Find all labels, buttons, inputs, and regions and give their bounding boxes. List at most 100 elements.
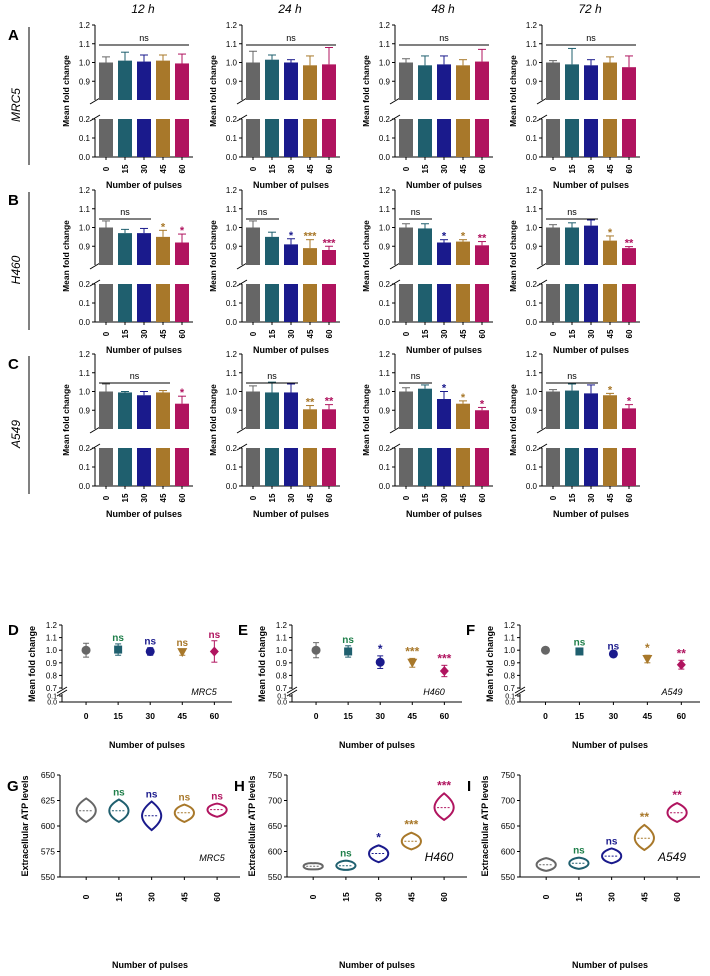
bar-upper [456,241,470,265]
significance-label: ns [146,790,158,801]
y-tick-label: 0.0 [379,318,391,327]
y-tick-label: 0.2 [226,280,238,289]
y-tick-label: 1.1 [526,40,538,49]
violin-shape [173,803,195,823]
bar-lower [603,119,617,157]
marker-triangle [642,655,653,665]
marker-diamond [439,665,449,676]
x-tick-label: 15 [343,711,353,721]
marker-square [344,647,353,656]
bar-upper [284,244,298,265]
bar-upper [565,227,579,265]
x-tick-label: 0 [249,166,258,171]
y-tick-label: 0.0 [79,482,91,491]
significance-label: ** [640,810,650,824]
ns-bracket-label: ns [286,33,296,43]
cell-line-label: MRC5 [199,853,225,863]
x-tick-label: 45 [459,329,468,338]
y-tick-label: 1.0 [46,646,58,655]
y-tick-label: 0.0 [47,700,57,707]
bar-lower [303,448,317,486]
bar-upper [437,399,451,429]
x-tick-label: 30 [587,164,596,173]
x-tick-label: 30 [374,892,384,902]
ns-bracket-label: ns [267,371,277,381]
x-tick-label: 30 [440,493,449,502]
significance-star: ** [478,233,487,245]
bar-upper [622,67,636,100]
bar-upper [399,227,413,265]
bar-upper [137,395,151,429]
x-tick-label: 15 [574,892,584,902]
axis-break-mark [389,262,401,270]
bar-lower [246,284,260,322]
y-tick-label: 0.1 [277,694,287,701]
y-tick-label: 0.2 [379,115,391,124]
y-tick-label: 1.0 [276,646,288,655]
y-axis-label: Mean fold change [508,220,518,292]
violin-shape [75,797,97,824]
y-tick-label: 1.1 [379,205,391,214]
panel-letter: E [238,622,248,639]
bar-upper [303,65,317,100]
x-tick-label: 15 [575,711,585,721]
x-tick-label: 15 [421,164,430,173]
x-axis-label: Number of pulses [253,180,329,190]
x-tick-label: 0 [102,495,111,500]
bar-lower [584,448,598,486]
axis-break-mark [236,443,248,451]
violin-shape [568,856,590,870]
y-axis-label: Mean fold change [208,220,218,292]
y-tick-label: 700 [501,796,515,806]
cell-line-label: H460 [423,687,445,697]
violin-shape [601,847,623,865]
axis-break-mark [236,279,248,287]
axis-break-mark [286,686,298,694]
bar-upper [584,225,598,265]
y-tick-label: 0.2 [526,115,538,124]
y-tick-label: 0.9 [276,659,288,668]
bar-lower [475,448,489,486]
y-axis-label: Mean fold change [361,384,371,456]
significance-star: ** [306,397,315,409]
y-tick-label: 1.0 [504,646,516,655]
significance-label: ns [144,637,156,648]
y-tick-label: 0.1 [526,299,538,308]
y-tick-label: 1.0 [226,388,238,397]
x-tick-label: 15 [121,329,130,338]
bar-upper [118,392,132,429]
x-tick-label: 45 [306,493,315,502]
x-tick-label: 30 [287,493,296,502]
y-axis-label: Extracellular ATP levels [247,776,257,877]
bar-lower [303,284,317,322]
row-cell-label: A549 [9,420,23,449]
bar-lower [546,284,560,322]
bar-lower [565,284,579,322]
significance-star: * [608,384,613,396]
bar-lower [418,284,432,322]
axis-break-mark [536,262,548,270]
bar-upper [156,236,170,265]
y-tick-label: 1.1 [226,369,238,378]
violin-shape [666,801,688,823]
bar-lower [456,119,470,157]
y-axis-label: Extracellular ATP levels [20,776,30,877]
significance-label: ns [211,792,223,803]
x-axis-label: Number of pulses [406,345,482,355]
bar-upper [603,240,617,265]
bar-upper [99,62,113,100]
bar-upper [546,391,560,429]
ns-bracket-label: ns [130,371,140,381]
x-tick-label: 30 [587,493,596,502]
x-tick-label: 45 [159,493,168,502]
violin-shape [400,831,422,851]
y-tick-label: 625 [41,796,55,806]
bar-lower [303,119,317,157]
y-axis-label: Mean fold change [361,55,371,127]
y-tick-label: 0.2 [526,280,538,289]
y-tick-label: 0.2 [226,444,238,453]
bar-upper [265,236,279,265]
bar-upper [565,64,579,100]
y-tick-label: 1.0 [226,224,238,233]
axis-break-mark [89,279,101,287]
